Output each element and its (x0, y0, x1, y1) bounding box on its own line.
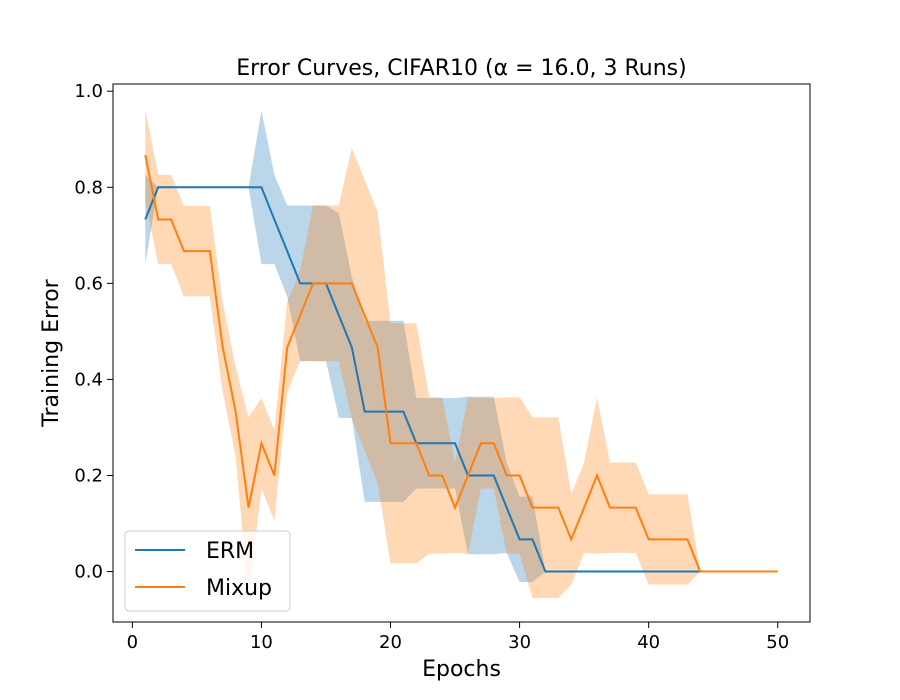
y-tick-label: 0.4 (74, 369, 103, 390)
series-lines (144, 154, 778, 573)
plot-frame (112, 83, 811, 623)
x-axis-ticks: 0 10 20 30 40 50 (127, 622, 789, 653)
y-axis-label: Training Error (39, 278, 64, 427)
legend-label-erm: ERM (206, 539, 254, 564)
y-tick-label: 0.2 (74, 465, 103, 486)
y-axis-ticks: 0.0 0.2 0.4 0.6 0.8 1.0 (74, 81, 113, 583)
x-tick-label: 10 (250, 632, 273, 653)
x-tick-label: 30 (508, 632, 531, 653)
legend-label-mixup: Mixup (206, 576, 272, 601)
x-tick-label: 0 (127, 632, 138, 653)
band-mixup (145, 109, 778, 598)
x-axis-label: Epochs (422, 657, 501, 682)
x-tick-label: 20 (379, 632, 402, 653)
line-mixup (144, 154, 778, 573)
y-tick-label: 0.6 (74, 273, 103, 294)
confidence-bands (145, 109, 778, 598)
band-erm (145, 110, 701, 583)
chart-title: Error Curves, CIFAR10 (α = 16.0, 3 Runs) (236, 56, 686, 81)
x-tick-label: 40 (637, 632, 660, 653)
x-tick-label: 50 (766, 632, 789, 653)
line-erm (144, 186, 701, 573)
legend: ERM Mixup (124, 530, 291, 612)
y-tick-label: 0.8 (74, 177, 103, 198)
y-tick-label: 0.0 (74, 562, 103, 583)
y-tick-label: 1.0 (74, 81, 103, 102)
